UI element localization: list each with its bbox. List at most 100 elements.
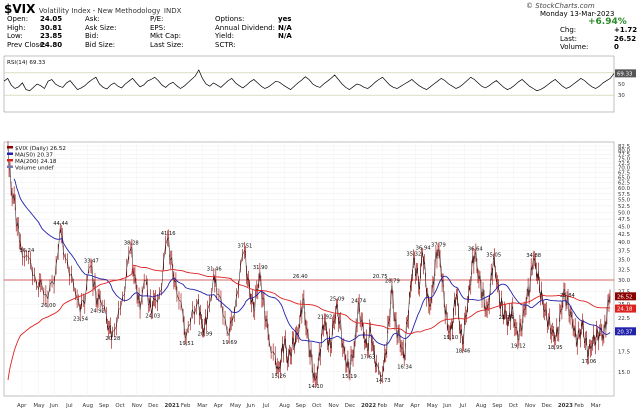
stat-label: Options: [215,15,245,23]
x-tick-label: Sep [492,403,503,409]
price-tick-label: 22.5 [618,316,630,322]
price-tick-label: 42.5 [618,232,630,238]
price-tick-label: 70.0 [618,166,631,172]
symbol: $VIX [4,2,36,16]
stat-bid: Bid: [85,32,99,41]
x-tick-label: Jul [459,403,467,409]
stat-mktcap: Mkt Cap: [150,32,181,41]
x-tick-label: May [33,403,45,409]
legend-label: Volume undef [15,166,55,172]
price-annotation: 25.09 [330,297,345,303]
price-tick-label: 37.5 [618,248,630,254]
rsi-tick-label: 30 [618,93,625,99]
price-annotation: 18.95 [548,345,563,351]
stat-label: EPS: [150,23,166,32]
x-tick-label: Dec [541,403,551,409]
x-tick-label: 2021 [165,403,180,409]
stat-open: Open: 24.05 [7,15,62,24]
x-tick-label: Oct [312,403,321,409]
stat-value: 23.85 [40,32,63,41]
price-frame [3,141,615,397]
price-tick-label: 45.0 [618,224,631,230]
stat-value: 24.05 [40,15,63,23]
x-tick-label: Mar [394,403,405,409]
stockcharts-logo: © StockCharts.com [526,2,595,10]
stat-value: N/A [278,23,292,32]
ma200-line [7,264,610,381]
stat-high: High: 30.81 [7,24,62,33]
price-annotation: 17.06 [582,359,597,365]
last-value-label: 26.52 [617,294,632,300]
price-annotation: 35.05 [486,252,501,258]
x-tick-label: Nov [328,403,339,409]
x-tick-label: Apr [214,403,224,409]
x-tick-label: Nov [132,403,143,409]
ma50-line [13,178,611,346]
price-tick-label: 75.0 [618,157,631,163]
last-value-label: 20.37 [617,329,632,335]
legend-label: $VIX (Daily) 26.52 [15,146,66,152]
price-tick-label: 35.0 [618,258,631,264]
stat-sctr: SCTR: [215,41,236,50]
x-tick-label: 2023 [558,403,573,409]
price-annotation: 14.73 [376,378,391,384]
price-annotation: 31.90 [253,265,268,271]
price-annotation: 15.19 [342,374,357,380]
price-annotation: 33.47 [84,258,99,264]
x-tick-label: Aug [279,403,290,409]
price-annotation: 35.32 [406,251,421,257]
price-tick-label: 55.0 [618,198,631,204]
price-tick-label: 40.0 [618,240,631,246]
stat-label: Last: [560,34,577,43]
last-value-box [615,292,636,301]
stat-prevclose: Prev Close: 24.80 [7,41,62,50]
price-tick-label: 57.5 [618,192,630,198]
rsi-frame [3,55,615,113]
stat-eps: EPS: [150,24,165,33]
stat-annualdividend: Annual Dividend: N/A [215,24,292,33]
price-tick-label: 32.5 [618,267,630,273]
x-tick-label: Jun [245,403,254,409]
stat-label: Ask Size: [85,23,117,32]
price-tick-label: 77.5 [618,152,630,158]
price-tick-label: 65.0 [618,176,631,182]
x-tick-label: Nov [525,403,536,409]
price-tick-label: 67.5 [618,171,630,177]
price-annotation: 18.46 [456,348,471,354]
price-annotation: 16.34 [397,365,413,371]
x-tick-label: Jul [262,403,270,409]
x-tick-label: Oct [509,403,518,409]
x-tick-label: Aug [83,403,94,409]
stat-label: Volume: [560,43,589,52]
stat-value: 30.81 [40,23,63,32]
exchange: INDX [163,7,182,15]
quote-date: Monday 13-Mar-2023 [540,10,615,18]
x-tick-label: Sep [296,403,307,409]
price-annotation: 21.92 [317,315,332,321]
price-annotation: 36.94 [416,245,432,251]
legend-swatch [7,159,13,162]
price-annotation: 19.10 [443,335,458,341]
stat-label: Bid Size: [85,40,116,49]
price-annotation: 17.63 [360,354,375,360]
price-annotation: 20.99 [198,331,213,337]
price-annotation: 20.28 [105,336,120,342]
price-tick-label: 52.5 [618,204,630,210]
price-annotation: 37.79 [431,242,446,248]
price-tick-label: 15.0 [618,370,631,376]
price-tick-label: 17.5 [618,349,630,355]
x-tick-label: Feb [574,403,584,409]
x-tick-label: May [427,403,439,409]
stat-label: Mkt Cap: [150,32,182,41]
x-tick-label: Feb [378,403,388,409]
price-annotation: 14.10 [308,384,323,390]
price-annotation: 34.88 [526,253,541,259]
x-tick-label: Dec [148,403,158,409]
x-tick-label: Mar [197,403,208,409]
x-tick-label: Apr [410,403,420,409]
stat-label: Open: [7,15,29,23]
rsi-tick-label: 50 [618,82,625,88]
last-value-box [615,304,636,313]
price-annotation: 23.74 [499,315,515,321]
price-annotation: 26.00 [41,303,56,309]
